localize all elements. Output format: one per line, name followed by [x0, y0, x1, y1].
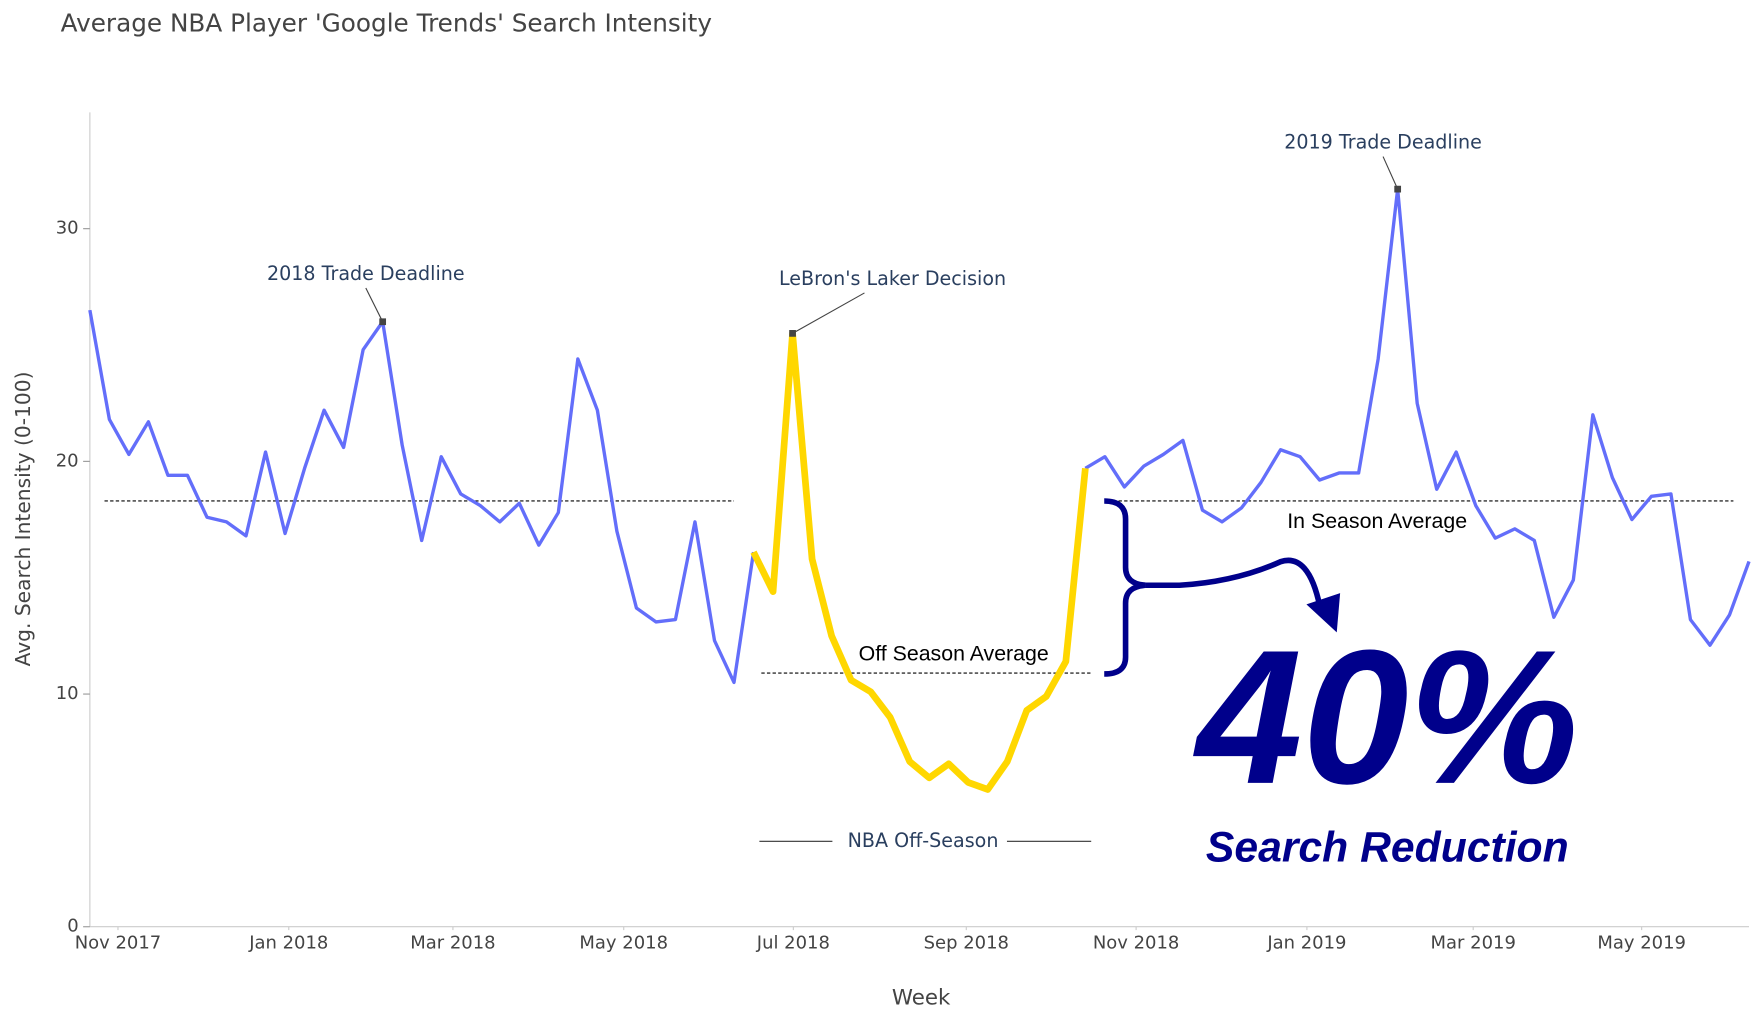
series-line: [88, 187, 1751, 685]
x-tick-label: Nov 2017: [75, 933, 162, 954]
callout-text: Search Reduction: [1206, 824, 1569, 872]
x-tick-label: Nov 2018: [1093, 933, 1180, 954]
annotation-arrow: [792, 292, 865, 334]
reference-label: In Season Average: [1287, 509, 1467, 533]
annotation-arrow: [365, 287, 384, 323]
annotation-label: 2018 Trade Deadline: [267, 262, 465, 285]
callout-arrow: [1145, 557, 1323, 608]
x-tick-label: Mar 2018: [410, 933, 495, 954]
annotation-point: [789, 330, 796, 337]
x-axis-title: Week: [892, 986, 951, 1011]
x-tick-label: Jul 2018: [756, 933, 830, 954]
y-tick-label: 20: [56, 450, 79, 471]
callout-headline: 40%: [1192, 611, 1578, 824]
x-tick-label: Jan 2018: [248, 933, 328, 954]
chart-title: Average NBA Player 'Google Trends' Searc…: [61, 9, 712, 38]
annotation-arrow: [1382, 156, 1399, 190]
annotation-label: 2019 Trade Deadline: [1284, 131, 1482, 154]
annotation-point: [1394, 185, 1402, 193]
x-tick-label: Sep 2018: [924, 933, 1009, 954]
x-tick-label: Jan 2019: [1266, 933, 1346, 954]
x-tick-label: May 2018: [579, 933, 668, 954]
y-tick-label: 30: [56, 218, 79, 239]
x-tick-label: May 2019: [1597, 933, 1686, 954]
annotation-label: LeBron's Laker Decision: [779, 267, 1006, 290]
y-axis-title: Avg. Search Intensity (0-100): [11, 372, 35, 667]
y-tick-label: 0: [67, 916, 78, 937]
annotation-point: [379, 318, 387, 326]
series-line: [750, 330, 1089, 793]
reference-label: Off Season Average: [859, 642, 1049, 666]
x-tick-label: Mar 2019: [1431, 933, 1516, 954]
brace: [1104, 498, 1147, 677]
arrow-head: [1306, 593, 1341, 633]
span-label: NBA Off-Season: [848, 829, 999, 852]
y-tick-label: 10: [56, 683, 79, 704]
